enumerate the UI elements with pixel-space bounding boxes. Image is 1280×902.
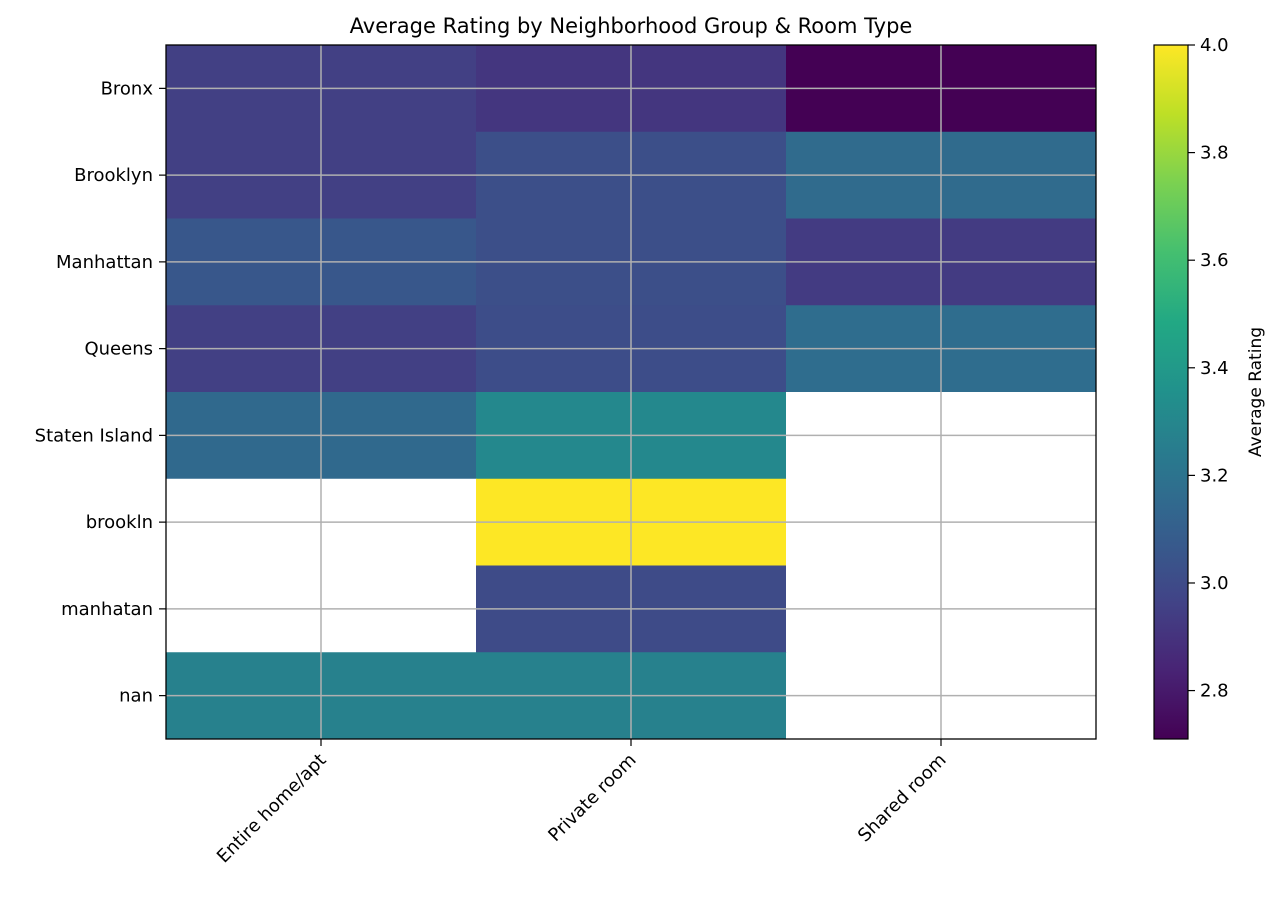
x-tick-label: Private room: [544, 750, 640, 846]
y-tick-label: Bronx: [101, 78, 154, 99]
y-tick-label: manhatan: [61, 599, 153, 620]
colorbar-tick-label: 3.8: [1200, 143, 1229, 164]
y-tick-label: nan: [119, 686, 153, 707]
y-tick-label: Staten Island: [35, 425, 153, 446]
y-tick-label: Manhattan: [56, 252, 153, 273]
colorbar-ticks: 2.8 3.0 3.2 3.4 3.6 3.8 4.0: [1188, 35, 1229, 702]
colorbar-label: Average Rating: [1246, 327, 1266, 457]
colorbar-tick-label: 3.4: [1200, 358, 1229, 379]
colorbar-tick-label: 3.6: [1200, 250, 1229, 271]
grid-lines: [166, 45, 1096, 739]
colorbar: 2.8 3.0 3.2 3.4 3.6 3.8 4.0 Average Rating: [1153, 35, 1266, 740]
colorbar-tick-label: 3.2: [1200, 465, 1229, 486]
y-axis: Bronx Brooklyn Manhattan Queens Staten Islan…: [35, 78, 166, 707]
colorbar-tick-label: 4.0: [1200, 35, 1229, 56]
colorbar-tick-label: 3.0: [1200, 573, 1229, 594]
colorbar-gradient: [1153, 44, 1189, 740]
y-tick-label: Brooklyn: [74, 165, 153, 186]
chart-title: Average Rating by Neighborhood Group & R…: [350, 14, 913, 38]
colorbar-tick-label: 2.8: [1200, 681, 1229, 702]
y-tick-label: Queens: [84, 339, 153, 360]
x-axis: Entire home/apt Private room Shared room: [213, 739, 951, 867]
x-tick-label: Shared room: [854, 750, 951, 847]
y-tick-label: brookln: [86, 512, 153, 533]
x-tick-label: Entire home/apt: [213, 750, 331, 868]
